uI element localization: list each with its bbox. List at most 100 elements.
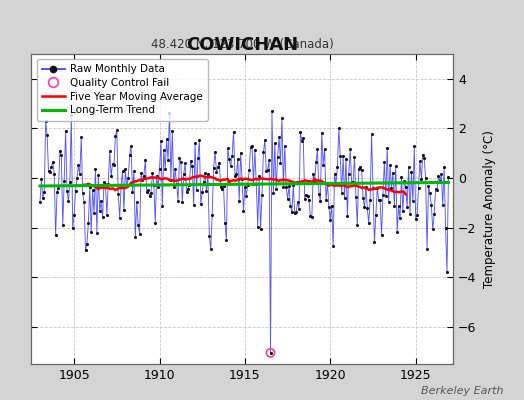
Point — [424, 182, 433, 189]
Point — [214, 164, 222, 170]
Point — [194, 154, 202, 161]
Point — [84, 220, 93, 226]
Point — [201, 170, 209, 176]
Point — [299, 135, 308, 141]
Point — [174, 197, 182, 204]
Point — [168, 128, 177, 134]
Point — [337, 190, 346, 196]
Point — [135, 230, 144, 237]
Point — [241, 183, 249, 190]
Point — [228, 153, 236, 160]
Point — [235, 198, 244, 205]
Point — [216, 184, 225, 190]
Point — [36, 199, 44, 206]
Point — [248, 142, 256, 149]
Point — [353, 222, 362, 229]
Point — [54, 184, 63, 191]
Point — [83, 240, 91, 247]
Point — [409, 198, 417, 205]
Text: Berkeley Earth: Berkeley Earth — [421, 386, 503, 396]
Point — [111, 133, 119, 140]
Point — [380, 159, 389, 166]
Point — [333, 164, 342, 170]
Point — [272, 186, 280, 193]
Point — [64, 198, 73, 204]
Point — [282, 184, 290, 190]
Point — [71, 188, 80, 194]
Point — [411, 216, 420, 222]
Point — [245, 167, 254, 174]
Point — [187, 158, 195, 164]
Point — [100, 179, 108, 185]
Point — [406, 211, 414, 217]
Point — [127, 143, 135, 149]
Point — [74, 162, 83, 169]
Point — [150, 182, 158, 188]
Point — [97, 198, 105, 204]
Point — [269, 190, 278, 196]
Point — [319, 162, 328, 168]
Point — [41, 118, 50, 125]
Point — [434, 173, 443, 179]
Point — [293, 198, 302, 205]
Point — [79, 190, 87, 196]
Point — [140, 172, 148, 179]
Point — [341, 194, 349, 201]
Point — [87, 229, 95, 235]
Point — [373, 185, 381, 191]
Point — [46, 169, 54, 176]
Point — [40, 189, 48, 195]
Point — [377, 232, 386, 238]
Point — [177, 159, 185, 165]
Point — [262, 167, 270, 174]
Point — [255, 173, 264, 180]
Point — [244, 182, 252, 188]
Point — [252, 181, 260, 187]
Point — [366, 197, 374, 203]
Point — [278, 114, 286, 121]
Point — [325, 204, 333, 210]
Point — [268, 108, 276, 115]
Point — [80, 199, 88, 205]
Point — [413, 212, 421, 218]
Point — [158, 203, 167, 209]
Point — [423, 246, 431, 252]
Point — [309, 170, 318, 177]
Point — [266, 350, 275, 356]
Point — [339, 153, 347, 159]
Point — [231, 172, 239, 179]
Point — [256, 226, 265, 232]
Point — [323, 179, 332, 186]
Point — [433, 187, 441, 194]
Point — [205, 233, 213, 239]
Point — [230, 128, 238, 135]
Point — [351, 154, 359, 160]
Point — [429, 226, 437, 233]
Point — [375, 196, 383, 203]
Point — [91, 165, 100, 172]
Point — [332, 181, 340, 188]
Point — [59, 222, 67, 229]
Point — [160, 146, 168, 153]
Point — [347, 179, 356, 185]
Point — [104, 180, 113, 187]
Point — [330, 170, 339, 177]
Point — [90, 210, 99, 216]
Point — [292, 209, 300, 215]
Point — [289, 182, 298, 188]
Point — [202, 188, 211, 194]
Point — [69, 225, 77, 232]
Point — [211, 148, 219, 155]
Point — [225, 156, 234, 163]
Point — [108, 160, 117, 167]
Point — [200, 179, 208, 185]
Point — [286, 203, 294, 210]
Point — [242, 192, 250, 199]
Point — [342, 156, 350, 162]
Point — [414, 185, 423, 192]
Point — [181, 160, 189, 166]
Point — [296, 129, 304, 135]
Point — [144, 187, 152, 193]
Point — [440, 164, 449, 170]
Point — [258, 192, 266, 198]
